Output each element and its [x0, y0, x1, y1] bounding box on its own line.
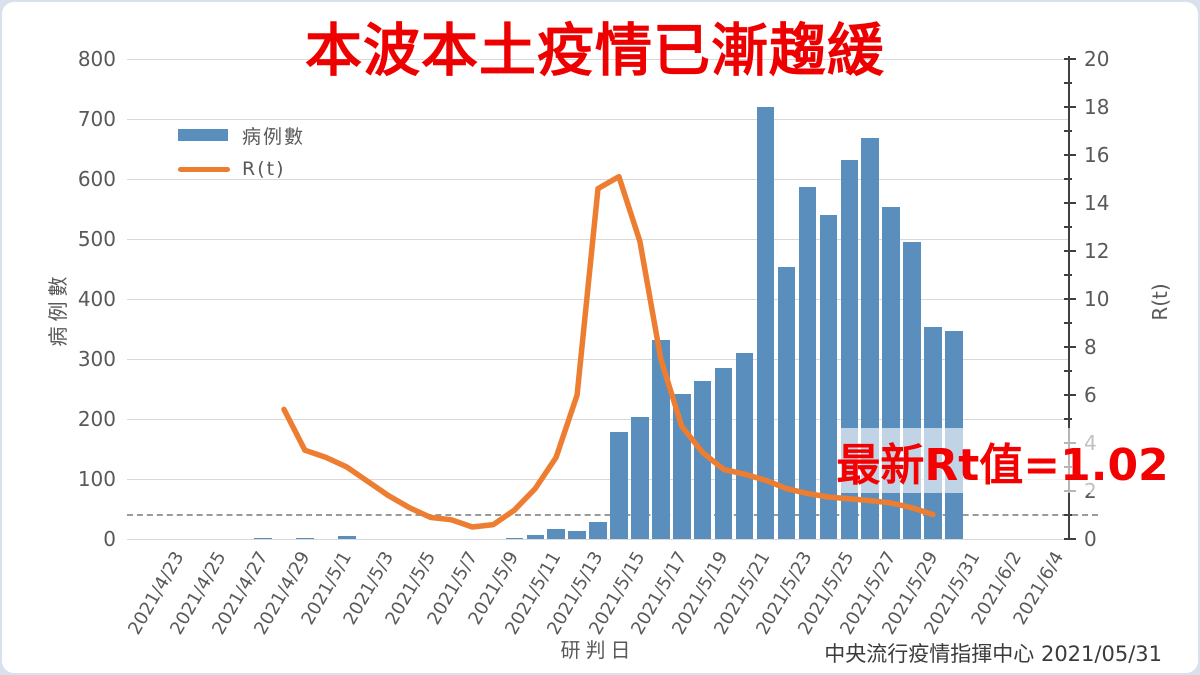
y-left-tick-label: 500 [77, 227, 116, 251]
y-left-tick-label: 200 [77, 407, 116, 431]
case-count-bar [296, 537, 314, 539]
case-count-bar [254, 537, 272, 539]
y-right-tick [1064, 154, 1076, 156]
y-right-tick [1064, 130, 1072, 132]
y-left-tick-label: 100 [77, 467, 116, 491]
y-right-tick-label: 16 [1084, 143, 1110, 167]
y-right-tick-label: 0 [1084, 527, 1097, 551]
y-right-tick [1064, 82, 1072, 84]
y-right-tick [1064, 298, 1076, 300]
case-count-bar [735, 353, 754, 539]
case-count-bar [652, 339, 670, 539]
y-right-tick [1064, 178, 1072, 180]
y-left-tick-label: 0 [103, 527, 116, 551]
case-count-bar [589, 521, 607, 539]
y-left-tick-label: 400 [77, 287, 116, 311]
gridline [127, 59, 1069, 60]
y-left-tick-label: 800 [77, 47, 116, 71]
gridline [127, 299, 1069, 300]
case-count-bar [777, 267, 796, 539]
legend-item-cases: 病例數 [178, 123, 306, 148]
y-right-tick-label: 20 [1084, 47, 1110, 71]
rt-line-swatch-icon [178, 166, 230, 172]
case-count-bar [903, 242, 921, 539]
cases-bar-swatch-icon [178, 129, 228, 141]
legend-item-rt: R(t) [178, 157, 305, 181]
y-right-tick-label: 12 [1084, 239, 1110, 263]
y-right-tick [1064, 202, 1076, 204]
gridline [127, 539, 1069, 540]
y-left-tick-label: 700 [77, 107, 116, 131]
case-count-bar [756, 107, 775, 539]
y-right-tick-label: 14 [1084, 191, 1110, 215]
y-right-tick-label: 8 [1084, 335, 1097, 359]
y-left-tick-label: 600 [77, 167, 116, 191]
y-right-tick-label: 10 [1084, 287, 1110, 311]
y-right-tick [1064, 346, 1076, 348]
case-count-bar [526, 534, 544, 539]
x-axis-title: 研判日 [560, 638, 636, 662]
case-count-bar [631, 417, 649, 539]
y-right-tick [1064, 274, 1072, 276]
y-right-tick [1064, 394, 1076, 396]
y-right-tick [1064, 250, 1076, 252]
case-count-bar [798, 186, 817, 539]
y-right-tick [1064, 538, 1076, 540]
latest-rt-annotation: 最新Rt值=1.02 [836, 439, 1169, 491]
y-right-tick [1064, 106, 1076, 108]
y-right-tick [1064, 322, 1072, 324]
legend: 病例數 R(t) [178, 123, 305, 191]
chart-title: 本波本土疫情已漸趨緩 [305, 18, 885, 84]
y-right-tick-label: 6 [1084, 383, 1097, 407]
gridline [127, 119, 1069, 120]
case-count-bar [693, 381, 712, 539]
case-count-bar [547, 529, 565, 539]
case-count-bar [338, 536, 356, 539]
y-right-tick [1064, 370, 1072, 372]
source-note: 中央流行疫情指揮中心 2021/05/31 [824, 642, 1162, 666]
y-left-tick-label: 300 [77, 347, 116, 371]
case-count-bar [673, 393, 691, 539]
y-right-tick [1064, 58, 1076, 60]
gridline [127, 239, 1069, 240]
case-count-bar [610, 432, 628, 539]
annotation-callout: 最新Rt值=1.02 [836, 428, 1169, 493]
y-right-tick [1064, 226, 1072, 228]
y-right-tick [1064, 418, 1072, 420]
case-count-bar [505, 537, 523, 539]
legend-cases-label: 病例數 [242, 125, 306, 148]
case-count-bar [819, 215, 837, 539]
y-right-tick [1064, 514, 1072, 516]
legend-rt-label: R(t) [242, 158, 286, 180]
y-right-tick-label: 18 [1084, 95, 1110, 119]
case-count-bar [568, 531, 586, 539]
case-count-bar [714, 368, 733, 539]
